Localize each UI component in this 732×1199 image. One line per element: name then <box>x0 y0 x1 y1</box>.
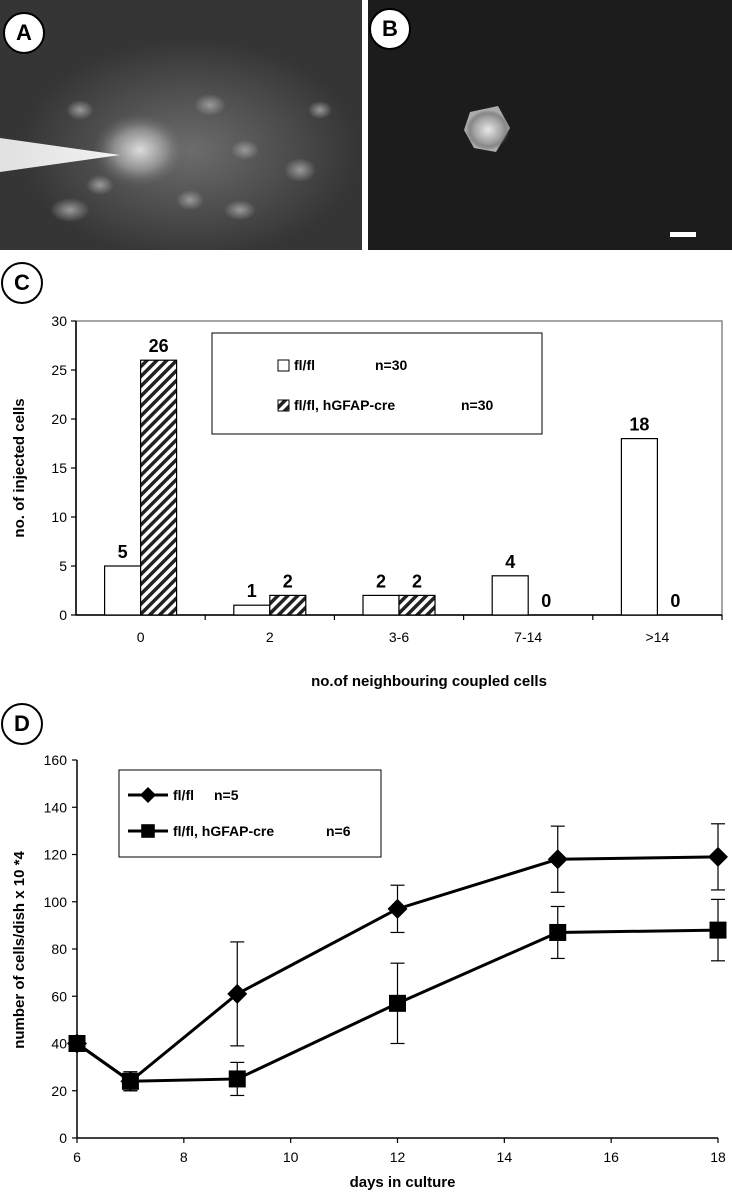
legend-swatch-hgfap-cre <box>277 399 290 412</box>
x-tick-label: 3-6 <box>389 629 409 645</box>
x-tick-label: 16 <box>603 1149 619 1165</box>
y-tick-label: 30 <box>51 313 67 329</box>
y-tick-label: 25 <box>51 362 67 378</box>
bar-flfl <box>362 594 400 616</box>
panel-d-label: D <box>1 703 43 745</box>
panel-a-micrograph <box>0 0 362 250</box>
y-tick-label: 140 <box>44 799 68 815</box>
legend-n: n=30 <box>375 357 408 373</box>
bar-hgfap-cre <box>269 594 307 616</box>
data-label: 2 <box>412 571 422 591</box>
x-tick-label: 7-14 <box>514 629 542 645</box>
legend-swatch-flfl <box>277 359 290 372</box>
data-label: 5 <box>118 542 128 562</box>
legend-label: fl/fl, hGFAP-cre <box>173 823 274 839</box>
y-tick-label: 0 <box>59 1130 67 1146</box>
x-tick-label: 2 <box>266 629 274 645</box>
point-hgfap-cre <box>549 923 567 941</box>
x-tick-label: 12 <box>390 1149 406 1165</box>
x-tick-label: >14 <box>646 629 670 645</box>
data-label: 4 <box>505 552 515 572</box>
y-tick-label: 20 <box>51 411 67 427</box>
y-tick-label: 20 <box>51 1083 67 1099</box>
bar-hgfap-cre <box>140 359 178 616</box>
y-tick-label: 0 <box>59 607 67 623</box>
x-tick-label: 14 <box>497 1149 513 1165</box>
point-hgfap-cre <box>709 921 727 939</box>
data-label: 2 <box>376 571 386 591</box>
panel-b-label: B <box>369 8 411 50</box>
data-label: 0 <box>670 591 680 611</box>
legend-n: n=30 <box>461 397 494 413</box>
bar-flfl <box>233 604 271 616</box>
panel-b-micrograph <box>368 0 732 250</box>
x-axis-title: days in culture <box>350 1174 456 1191</box>
panel-c-label: C <box>1 262 43 304</box>
panel-d-line-chart: 0 20 40 60 80 100 120 140 160 6 8 10 12 14 16 18 days in… <box>11 752 728 1191</box>
y-tick-label: 5 <box>59 558 67 574</box>
y-tick-label: 60 <box>51 988 67 1004</box>
point-flfl <box>227 983 248 1004</box>
bar-flfl <box>103 565 142 616</box>
y-tick-label: 160 <box>44 752 68 768</box>
x-tick-label: 8 <box>180 1149 188 1165</box>
y-tick-label: 10 <box>51 509 67 525</box>
scale-bar <box>670 232 696 237</box>
legend-marker <box>141 824 155 838</box>
legend-box <box>211 332 543 435</box>
point-flfl <box>708 846 728 867</box>
x-tick-label: 10 <box>283 1149 299 1165</box>
legend-label: fl/fl <box>173 787 194 803</box>
y-tick-label: 100 <box>44 894 68 910</box>
y-tick-label: 120 <box>44 847 68 863</box>
point-hgfap-cre <box>68 1035 86 1052</box>
point-flfl <box>547 849 568 870</box>
data-label: 26 <box>149 336 169 356</box>
legend-box <box>118 769 382 858</box>
legend-label: fl/fl, hGFAP-cre <box>294 397 395 413</box>
x-axis-title: no.of neighbouring coupled cells <box>311 673 547 690</box>
x-tick-label: 0 <box>137 629 145 645</box>
legend: fl/fl n=30 fl/fl, hGFAP-cre n=30 <box>211 332 543 435</box>
bar-flfl <box>620 438 659 616</box>
y-tick-label: 15 <box>51 460 67 476</box>
y-tick-label: 40 <box>51 1036 67 1052</box>
legend-marker <box>140 787 156 803</box>
panel-c-bar-chart: 0 5 10 15 20 25 30 0 5 26 2 1 2 3-6 2 2 7-14 4 0 >14 18 0 no.o… <box>11 313 723 690</box>
data-label: 2 <box>283 571 293 591</box>
x-tick-label: 6 <box>73 1149 81 1165</box>
point-hgfap-cre <box>228 1070 246 1088</box>
y-tick-label: 80 <box>51 941 67 957</box>
data-label: 0 <box>541 591 551 611</box>
series-line-hgfap-cre <box>76 928 719 1083</box>
data-label: 1 <box>247 581 257 601</box>
y-axis-title: no. of injected cells <box>11 398 28 537</box>
legend-n: n=5 <box>214 787 239 803</box>
y-axis-title: number of cells/dish x 10 *4 <box>11 851 28 1049</box>
point-flfl <box>387 898 408 919</box>
panel-a-label: A <box>3 12 45 54</box>
legend: fl/fl n=5 fl/fl, hGFAP-cre n=6 <box>118 769 382 858</box>
legend-label: fl/fl <box>294 357 315 373</box>
bar-flfl <box>491 575 529 616</box>
point-hgfap-cre <box>389 994 406 1012</box>
bar-hgfap-cre <box>398 594 436 616</box>
legend-n: n=6 <box>326 823 351 839</box>
point-hgfap-cre <box>121 1072 139 1090</box>
x-tick-label: 18 <box>710 1149 726 1165</box>
data-label: 18 <box>629 415 649 435</box>
